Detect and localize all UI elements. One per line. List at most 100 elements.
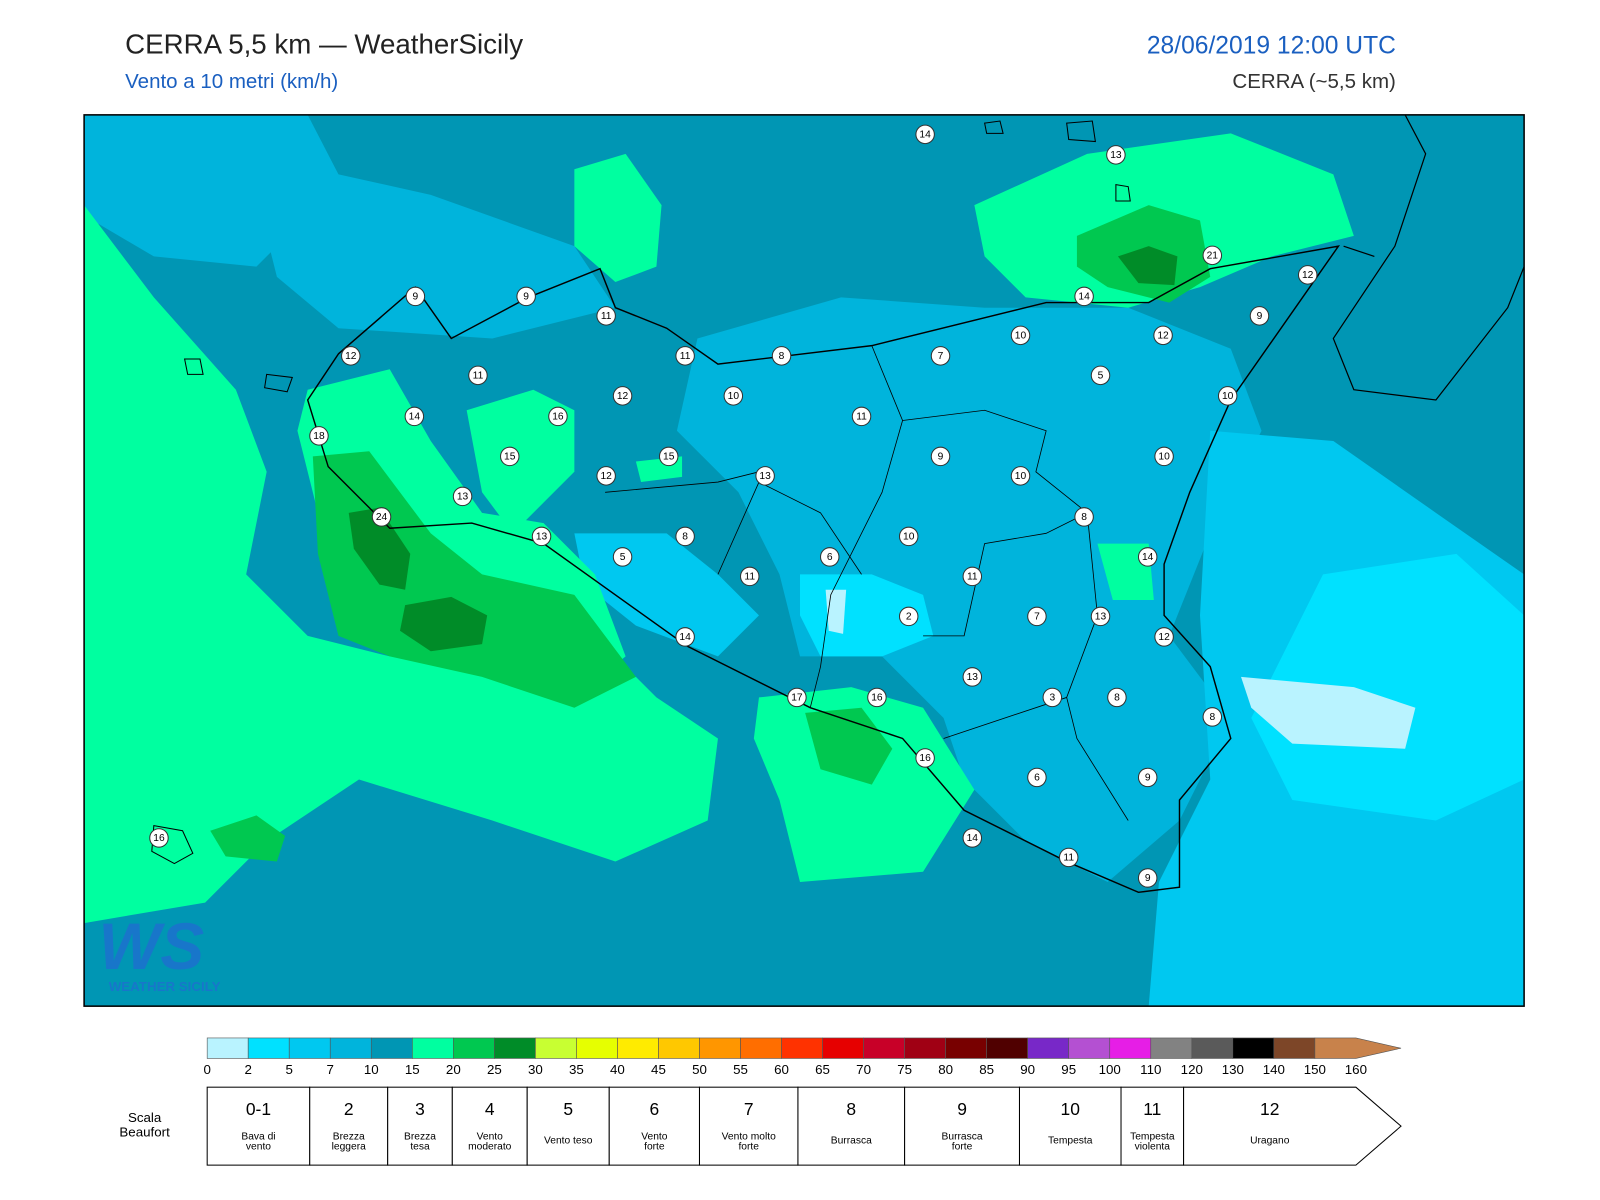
scale-bin bbox=[986, 1037, 1028, 1059]
station-marker bbox=[1154, 627, 1174, 647]
station-value: 2 bbox=[906, 611, 912, 622]
station-marker bbox=[531, 526, 552, 547]
station-value: 13 bbox=[967, 672, 979, 683]
field-area bbox=[676, 297, 1262, 883]
station-value: 14 bbox=[679, 632, 691, 643]
beaufort-box bbox=[309, 1086, 389, 1166]
scale-bin bbox=[453, 1037, 495, 1059]
station-marker bbox=[1202, 245, 1223, 266]
station-marker bbox=[1107, 687, 1127, 708]
scale-tick-label: 100 bbox=[1099, 1062, 1121, 1077]
scale-bin bbox=[494, 1037, 536, 1059]
station-marker bbox=[1027, 606, 1047, 627]
station-marker bbox=[468, 365, 488, 386]
scale-bin bbox=[1232, 1037, 1275, 1059]
field-area bbox=[84, 205, 718, 924]
station-value: 12 bbox=[1158, 632, 1170, 643]
station-marker bbox=[915, 748, 935, 768]
scale-tick-label: 15 bbox=[405, 1062, 420, 1077]
station-value: 9 bbox=[938, 451, 944, 462]
beaufort-box bbox=[1018, 1086, 1122, 1166]
station-value: 12 bbox=[1157, 330, 1169, 341]
station-marker bbox=[404, 406, 425, 427]
beaufort-name: Bava di vento bbox=[241, 1131, 275, 1152]
beaufort-level: 9 bbox=[957, 1099, 967, 1119]
station-marker bbox=[1042, 687, 1063, 708]
scale-tick-label: 30 bbox=[528, 1062, 543, 1077]
station-marker bbox=[930, 346, 951, 366]
field-area bbox=[466, 389, 575, 534]
station-value: 7 bbox=[938, 351, 944, 362]
title: CERRA 5,5 km — WeatherSicily bbox=[125, 28, 523, 59]
beaufort-name: Brezza tesa bbox=[404, 1131, 436, 1152]
station-value: 11 bbox=[856, 411, 867, 422]
station-marker bbox=[1297, 265, 1318, 285]
scale-tick-label: 7 bbox=[327, 1062, 334, 1077]
scale-tick-label: 130 bbox=[1222, 1062, 1244, 1077]
beaufort-label: Scala Beaufort bbox=[119, 1110, 170, 1139]
station-value: 16 bbox=[153, 833, 165, 844]
scale-bin bbox=[740, 1037, 782, 1059]
station-value: 10 bbox=[1015, 471, 1027, 482]
station-value: 9 bbox=[1145, 772, 1151, 783]
station-value: 16 bbox=[552, 411, 564, 422]
scale-tick-label: 70 bbox=[856, 1062, 871, 1077]
beaufort-name: Vento forte bbox=[641, 1131, 668, 1152]
station-marker bbox=[820, 547, 840, 567]
station-value: 11 bbox=[967, 571, 978, 582]
scale-tick-label: 20 bbox=[446, 1062, 461, 1077]
beaufort-level: 10 bbox=[1061, 1099, 1081, 1119]
field-area bbox=[210, 815, 286, 862]
station-value: 11 bbox=[473, 370, 484, 381]
station-value: 13 bbox=[759, 471, 771, 482]
scale-bin bbox=[206, 1037, 249, 1059]
station-value: 12 bbox=[617, 391, 629, 402]
calabria-coast bbox=[1332, 114, 1525, 401]
station-marker bbox=[930, 446, 951, 467]
station-marker bbox=[596, 306, 616, 326]
beaufort-level: 7 bbox=[744, 1099, 754, 1119]
station-value: 13 bbox=[457, 491, 469, 502]
station-marker bbox=[1074, 507, 1094, 527]
scale-bin bbox=[781, 1037, 823, 1059]
station-value: 11 bbox=[601, 311, 612, 322]
station-value: 8 bbox=[1081, 512, 1087, 523]
beaufort-box bbox=[608, 1086, 700, 1166]
station-marker bbox=[341, 346, 361, 366]
scale-bin bbox=[863, 1037, 905, 1059]
station-value: 11 bbox=[744, 571, 755, 582]
scale-tick-label: 65 bbox=[815, 1062, 830, 1077]
beaufort-name: Tempesta violenta bbox=[1130, 1131, 1175, 1152]
scale-tick-label: 0 bbox=[203, 1062, 210, 1077]
station-value: 9 bbox=[1257, 311, 1263, 322]
field-area bbox=[805, 707, 893, 785]
station-value: 9 bbox=[413, 291, 419, 302]
station-value: 16 bbox=[871, 692, 883, 703]
station-value: 10 bbox=[1158, 451, 1170, 462]
map-frame bbox=[83, 114, 1525, 1007]
scale-bin bbox=[658, 1037, 700, 1059]
scale-tick-label: 40 bbox=[610, 1062, 625, 1077]
logo-text: WEATHER SICILY bbox=[109, 979, 221, 994]
beaufort-scale: Scala Beaufort 0-1 Bava di vento 2 Brezza legg… bbox=[119, 1086, 1402, 1166]
scale-bin bbox=[699, 1037, 741, 1059]
station-marker bbox=[851, 406, 872, 427]
scale-bin bbox=[288, 1037, 331, 1059]
station-value: 21 bbox=[1207, 250, 1219, 261]
station-value: 12 bbox=[345, 351, 357, 362]
scale-bin bbox=[1109, 1037, 1152, 1059]
station-marker bbox=[371, 507, 392, 527]
station-value: 15 bbox=[663, 451, 675, 462]
field-area bbox=[312, 451, 636, 708]
station-marker bbox=[149, 828, 169, 848]
station-marker bbox=[962, 566, 983, 587]
beaufort-name: Burrasca forte bbox=[942, 1131, 983, 1152]
beaufort-level: 5 bbox=[563, 1099, 573, 1119]
beaufort-box bbox=[451, 1086, 528, 1166]
model-label: CERRA (~5,5 km) bbox=[1232, 70, 1395, 93]
scale-bin bbox=[822, 1037, 864, 1059]
scale-bin bbox=[945, 1037, 987, 1059]
station-marker bbox=[1137, 547, 1158, 567]
scale-tick-label: 140 bbox=[1263, 1062, 1285, 1077]
